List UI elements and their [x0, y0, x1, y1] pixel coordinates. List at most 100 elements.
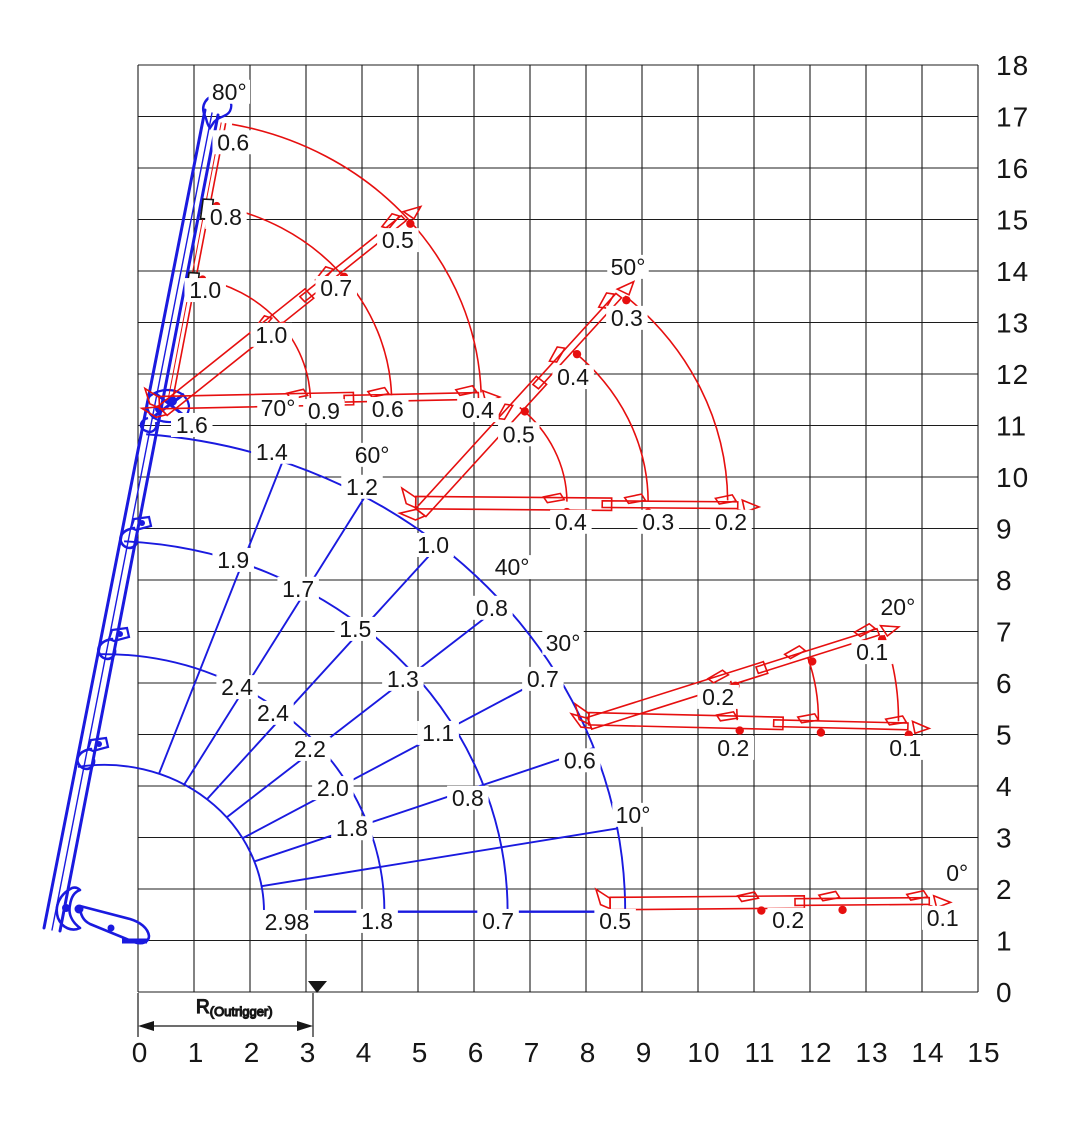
y-axis-tick-label: 6 [996, 668, 1013, 699]
section-bracket [706, 669, 730, 684]
dimension-arrowhead [138, 1021, 154, 1031]
stowed-hook [76, 736, 110, 771]
outrigger-dimension-label: R(Outrigger) [196, 997, 273, 1019]
y-axis-tick-label: 12 [996, 359, 1029, 390]
x-axis-tick-label: 10 [687, 1037, 720, 1068]
capacity-value-label: 0.4 [557, 364, 589, 390]
x-axis-tick-label: 11 [744, 1037, 775, 1068]
label-mask [331, 816, 373, 841]
x-axis-tick-label: 4 [356, 1037, 373, 1068]
envelope-angle-spoke [254, 746, 595, 863]
label-mask [250, 322, 293, 347]
y-axis-tick-label: 0 [996, 977, 1013, 1008]
label-mask [351, 442, 393, 467]
capacity-value-label: 1.0 [255, 322, 287, 348]
jib-tip-head [932, 894, 953, 909]
jib-inner-section [601, 499, 739, 510]
label-mask [457, 398, 499, 423]
label-mask [921, 905, 964, 930]
x-axis-tick-label: 13 [855, 1037, 888, 1068]
hook-pin [139, 520, 145, 526]
value-labels: 80° 70° 60° 50° 40° 30° 20° 10° 0° 1.6 1.4 1.2 1.0 0.… [171, 79, 972, 935]
y-axis-tick-label: 8 [996, 565, 1013, 596]
jib-foot-bracket [143, 386, 161, 409]
y-axis-tick-label: 9 [996, 514, 1013, 545]
label-mask [382, 666, 424, 691]
sheave-pin [735, 726, 744, 735]
dimension-arrowhead [297, 1021, 313, 1031]
capacity-value-label: 0.5 [503, 421, 535, 447]
y-axis-tick-label: 5 [996, 720, 1013, 751]
capacity-value-label: 0.2 [772, 907, 804, 933]
y-axis-tick-label: 2 [996, 874, 1013, 905]
label-mask [884, 735, 926, 760]
hook-body [97, 637, 117, 661]
label-mask [942, 861, 972, 886]
boom-angle-label: 20° [881, 594, 916, 620]
capacity-value-label: 0.3 [642, 509, 674, 535]
main-boom [42, 93, 233, 933]
capacity-value-label: 1.7 [282, 576, 314, 602]
capacity-value-label: 0.5 [382, 227, 414, 253]
label-mask [697, 684, 739, 709]
capacity-value-label: 1.1 [422, 720, 454, 746]
boom-angle-label: 40° [495, 554, 530, 580]
section-bracket [597, 292, 616, 309]
label-mask [471, 595, 513, 620]
capacity-value-label: 0.2 [717, 735, 749, 761]
section-bracket [495, 403, 515, 421]
stowed-hook [119, 515, 153, 550]
capacity-value-label: 0.4 [462, 397, 494, 423]
capacity-value-label: 0.9 [308, 398, 340, 424]
x-axis-tick-label: 3 [300, 1037, 317, 1068]
capacity-value-label: 0.4 [555, 509, 587, 535]
label-mask [417, 720, 459, 745]
label-mask [184, 278, 226, 303]
y-axis-tick-label: 10 [996, 462, 1029, 493]
jib-foot-bracket [594, 887, 611, 910]
label-mask [607, 254, 649, 279]
body-pin [107, 924, 115, 932]
section-bracket [853, 622, 877, 638]
label-mask [303, 399, 345, 424]
carrier-cab [55, 886, 82, 931]
x-axis-tick-label: 9 [636, 1037, 653, 1068]
y-axis-tick-label: 3 [996, 823, 1013, 854]
envelope-arc [77, 763, 265, 912]
section-bracket [884, 715, 908, 726]
hook-bracket [129, 515, 153, 532]
hook-pin [96, 741, 102, 747]
capacity-value-label: 1.2 [346, 474, 378, 500]
label-mask [552, 365, 594, 390]
label-mask [498, 422, 540, 447]
x-axis-tick-label: 15 [967, 1037, 1000, 1068]
capacity-value-label: 0.8 [476, 595, 508, 621]
jib-boom-line [172, 123, 227, 398]
section-bracket [454, 384, 478, 397]
boom-chord-left [42, 108, 207, 930]
label-mask [277, 576, 319, 601]
boom-angle-label: 0° [946, 860, 968, 886]
jib-inner-section [794, 896, 931, 907]
hook-body [76, 747, 96, 771]
y-axis-tick-label: 16 [996, 153, 1029, 184]
label-mask [606, 305, 648, 330]
capacity-value-label: 1.3 [387, 666, 419, 692]
label-mask [334, 616, 377, 641]
capacity-value-label: 0.7 [320, 275, 352, 301]
envelope-angle-spoke [183, 496, 366, 786]
section-bracket [817, 890, 841, 902]
sheave-pin [838, 905, 847, 915]
label-mask [767, 907, 809, 932]
jib-foot-bracket [573, 702, 590, 726]
jib-luffing-arc [624, 295, 729, 501]
section-bracket [905, 889, 929, 901]
slew-center-marker [308, 981, 327, 993]
capacity-value-label: 0.3 [611, 305, 643, 331]
jib-boom-line [168, 122, 222, 397]
jib-foot-bracket [400, 486, 417, 510]
label-mask [594, 908, 636, 933]
envelope-angle-spoke [261, 827, 618, 888]
